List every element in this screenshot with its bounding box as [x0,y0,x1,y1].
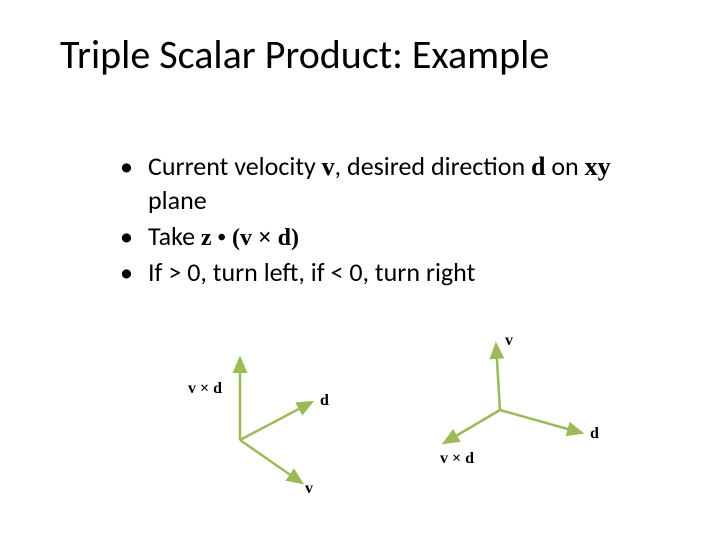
bullet-1: • Current velocity v, desired direction … [120,150,660,218]
bullet-text: Current velocity v, desired direction d … [148,150,660,218]
label-v-right: v [505,332,513,350]
bullet-2: • Take z • (v × d) [120,220,660,254]
slide-title: Triple Scalar Product: Example [60,30,660,79]
diagrams-area: v × d d v v d v × d [140,340,640,520]
v-arrow [240,440,302,483]
text-fragment: Current velocity [148,150,322,182]
d-arrow [500,410,582,433]
text-fragment: plane [148,184,207,216]
bullet-text: If > 0, turn left, if < 0, turn right [148,256,660,290]
xy-plane: xy [585,152,611,181]
label-d-left: d [320,392,329,410]
text-fragment: Take [148,220,201,252]
vector-d: d [531,152,545,181]
bullet-text: Take z • (v × d) [148,220,660,254]
vector-v: v [322,152,335,181]
bullet-marker: • [120,256,148,290]
bullet-list: • Current velocity v, desired direction … [120,150,660,292]
bullet-3: • If > 0, turn left, if < 0, turn right [120,256,660,290]
label-d-right: d [590,425,599,443]
d-arrow [240,402,312,440]
label-vxd-right: v × d [440,450,474,468]
right-diagram [444,344,582,443]
bullet-marker: • [120,150,148,218]
slide: Triple Scalar Product: Example • Current… [0,0,720,540]
bullet-marker: • [120,220,148,254]
text-fragment: on [545,150,584,182]
formula: z • (v × d) [201,225,299,251]
left-diagram [240,358,312,483]
vxd-arrow [444,410,500,443]
label-v-left: v [305,480,313,498]
text-fragment: , desired direction [335,150,531,182]
vector-diagrams [140,340,640,520]
label-vxd-left: v × d [188,380,222,398]
v-arrow [496,344,500,410]
